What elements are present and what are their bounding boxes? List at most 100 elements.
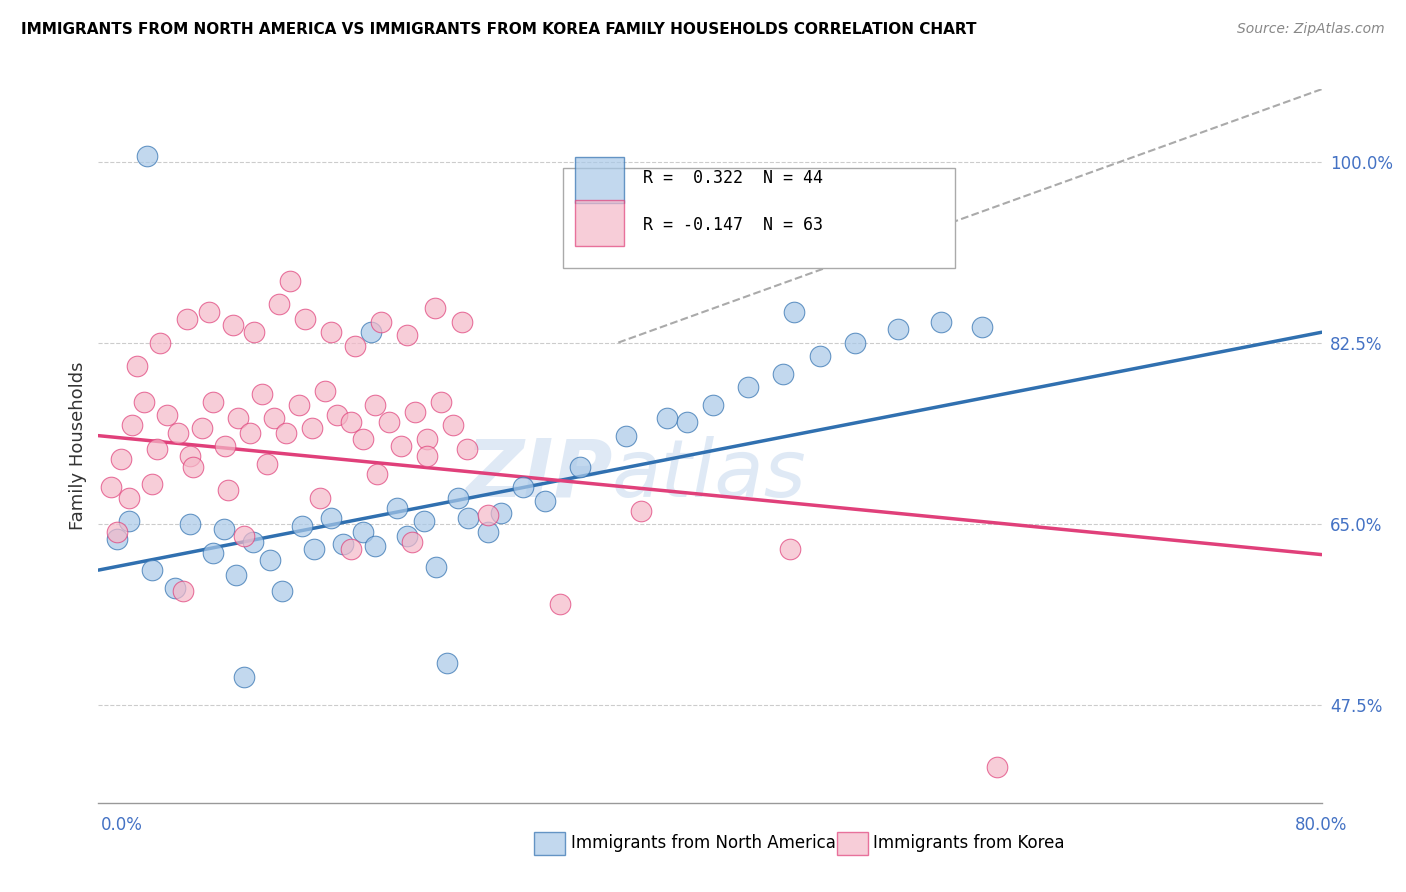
- Point: [396, 328, 419, 343]
- Point: [339, 415, 361, 429]
- Text: 80.0%: 80.0%: [1295, 816, 1347, 834]
- Point: [141, 563, 163, 577]
- Text: 0.0%: 0.0%: [101, 816, 143, 834]
- Point: [657, 411, 679, 425]
- Point: [702, 398, 724, 412]
- Point: [364, 539, 387, 553]
- FancyBboxPatch shape: [575, 200, 624, 246]
- Point: [125, 359, 148, 374]
- Point: [314, 384, 336, 399]
- Point: [326, 408, 349, 422]
- Point: [986, 759, 1008, 773]
- Point: [267, 297, 290, 311]
- Text: ZIP: ZIP: [465, 435, 612, 514]
- Point: [212, 522, 235, 536]
- Point: [202, 545, 225, 559]
- Point: [301, 421, 323, 435]
- Point: [259, 553, 281, 567]
- Point: [217, 483, 239, 498]
- Point: [436, 656, 458, 670]
- Text: Immigrants from North America: Immigrants from North America: [571, 834, 835, 852]
- Point: [366, 467, 388, 481]
- Point: [378, 415, 401, 429]
- Point: [352, 432, 374, 446]
- Point: [278, 273, 301, 287]
- Point: [309, 491, 332, 505]
- Point: [276, 425, 298, 440]
- Point: [548, 597, 571, 611]
- Point: [614, 428, 637, 442]
- Point: [477, 524, 499, 539]
- Point: [364, 398, 387, 412]
- Point: [425, 560, 447, 574]
- Point: [136, 149, 159, 163]
- Point: [167, 425, 190, 440]
- Point: [145, 442, 167, 456]
- Point: [179, 516, 201, 531]
- Point: [772, 367, 794, 381]
- Point: [972, 320, 994, 334]
- Point: [226, 411, 249, 425]
- Point: [250, 387, 273, 401]
- Text: Source: ZipAtlas.com: Source: ZipAtlas.com: [1237, 22, 1385, 37]
- Point: [118, 515, 141, 529]
- Point: [287, 398, 309, 412]
- Point: [141, 477, 163, 491]
- Point: [887, 322, 910, 336]
- Text: R =  0.322  N = 44: R = 0.322 N = 44: [643, 169, 823, 187]
- Point: [512, 480, 534, 494]
- Point: [489, 506, 512, 520]
- Point: [319, 511, 342, 525]
- Point: [457, 511, 479, 525]
- Point: [929, 315, 952, 329]
- Point: [332, 537, 354, 551]
- Point: [118, 491, 141, 505]
- Point: [232, 670, 254, 684]
- Point: [737, 380, 759, 394]
- Point: [179, 450, 201, 464]
- Point: [339, 542, 361, 557]
- Point: [344, 339, 367, 353]
- Point: [844, 335, 866, 350]
- Text: R = -0.147  N = 63: R = -0.147 N = 63: [643, 216, 823, 234]
- Point: [319, 325, 342, 339]
- Point: [389, 439, 412, 453]
- Point: [149, 335, 172, 350]
- Point: [630, 504, 652, 518]
- Point: [808, 349, 831, 363]
- Point: [352, 524, 374, 539]
- Point: [121, 418, 143, 433]
- Point: [456, 442, 478, 456]
- Text: atlas: atlas: [612, 435, 807, 514]
- Point: [176, 311, 198, 326]
- Point: [105, 532, 128, 546]
- Point: [396, 529, 419, 543]
- Point: [256, 457, 278, 471]
- Point: [197, 304, 219, 318]
- Point: [385, 501, 408, 516]
- Point: [172, 583, 194, 598]
- Point: [416, 450, 439, 464]
- Text: Immigrants from Korea: Immigrants from Korea: [873, 834, 1064, 852]
- Point: [360, 325, 382, 339]
- Point: [163, 581, 186, 595]
- Point: [243, 325, 266, 339]
- Point: [225, 568, 247, 582]
- Point: [447, 491, 470, 505]
- Point: [302, 542, 325, 557]
- Y-axis label: Family Households: Family Households: [69, 362, 87, 530]
- Point: [222, 318, 245, 332]
- Point: [134, 394, 156, 409]
- Point: [783, 304, 806, 318]
- Point: [401, 535, 423, 549]
- Point: [676, 415, 699, 429]
- Point: [110, 452, 132, 467]
- Point: [413, 515, 436, 529]
- Point: [404, 405, 426, 419]
- Point: [430, 394, 453, 409]
- Point: [416, 432, 439, 446]
- Point: [779, 542, 801, 557]
- Point: [242, 535, 264, 549]
- FancyBboxPatch shape: [575, 157, 624, 203]
- Point: [370, 315, 392, 329]
